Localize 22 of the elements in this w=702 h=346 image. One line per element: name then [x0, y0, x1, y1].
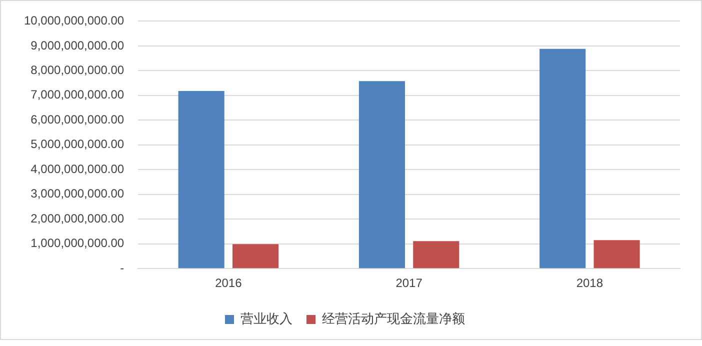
y-tick-label: 7,000,000,000.00	[30, 88, 124, 102]
bar	[232, 244, 279, 268]
y-tick-label: 1,000,000,000.00	[30, 236, 124, 250]
y-tick-label: 4,000,000,000.00	[30, 162, 124, 176]
y-tick-label: 8,000,000,000.00	[30, 62, 124, 77]
legend-label: 经营活动产现金流量净额	[322, 310, 465, 327]
bar	[594, 240, 640, 268]
y-tick-label: 3,000,000,000.00	[30, 186, 124, 201]
x-tick-label: 2017	[396, 276, 423, 290]
x-tick-label: 2018	[576, 276, 604, 290]
bar	[540, 48, 586, 268]
y-tick-label: 2,000,000,000.00	[30, 211, 124, 226]
bar	[358, 81, 405, 268]
bar	[178, 90, 224, 268]
y-tick-label: 9,000,000,000.00	[30, 38, 124, 52]
y-tick-label: 6,000,000,000.00	[30, 112, 124, 126]
x-tick-label: 2016	[215, 276, 242, 290]
y-tick-label: 5,000,000,000.00	[30, 137, 124, 152]
y-tick-label: -	[120, 260, 124, 275]
bar	[413, 241, 460, 268]
y-tick-label: 10,000,000,000.00	[24, 14, 124, 28]
legend-label: 营业收入	[240, 312, 292, 327]
